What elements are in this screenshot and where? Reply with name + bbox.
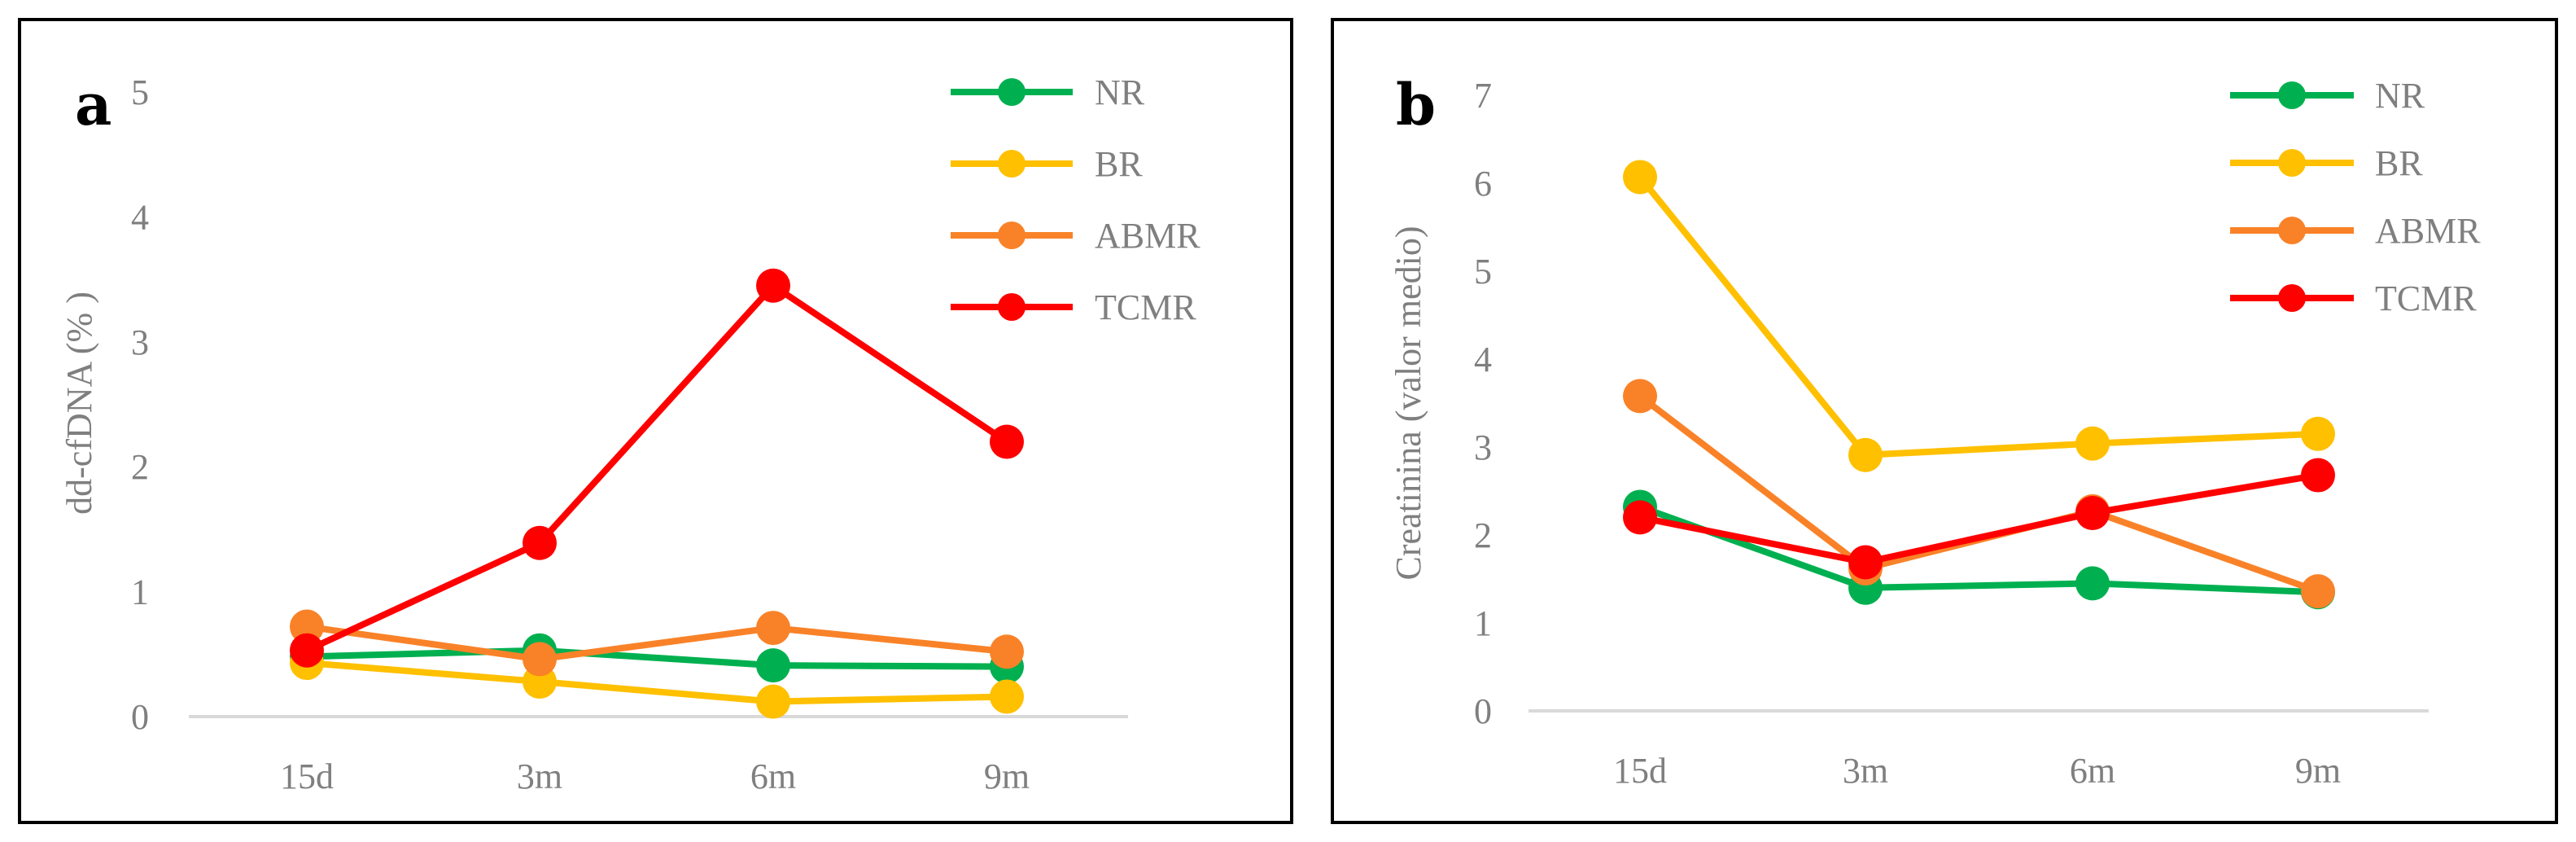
- panel-b-legend-swatch-marker-abmr: [2278, 217, 2306, 244]
- panel-b-y-axis-title: Creatinina (valor medio): [1389, 226, 1428, 581]
- panel-b-point-abmr: [1623, 379, 1657, 414]
- panel-a-legend-label-br: BR: [1095, 144, 1143, 184]
- panel-a-point-br: [756, 684, 790, 719]
- panel-a-point-abmr: [756, 611, 790, 646]
- panel-b-x-tick-label: 15d: [1613, 751, 1667, 791]
- panel-a-y-tick-label: 4: [131, 197, 149, 237]
- panel-a-series-line-abmr: [304, 623, 1010, 663]
- panel-a-point-abmr: [523, 642, 557, 677]
- panel-a: a 0 1 2 3 4 5 15d 3m 6m 9m dd-cfDNA (% ) NR BR ABMR TC…: [18, 18, 1293, 824]
- panel-a-legend-swatch-marker-nr: [998, 78, 1026, 106]
- panel-a-point-tcmr: [290, 633, 324, 668]
- panel-a-point-tcmr: [523, 525, 557, 560]
- panel-a-legend-label-tcmr: TCMR: [1095, 287, 1196, 327]
- panel-b-point-nr: [2075, 566, 2110, 601]
- panel-a-legend-swatch-marker-br: [998, 150, 1026, 178]
- panel-b-y-tick-label: 0: [1474, 691, 1492, 731]
- panel-b-y-tick-label: 5: [1474, 252, 1492, 292]
- panel-b-point-br: [1848, 437, 1883, 472]
- panel-a-y-axis-title: dd-cfDNA (% ): [59, 292, 99, 515]
- panel-b-x-tick-label: 6m: [2070, 751, 2115, 791]
- panel-b-series-line-nr: [1637, 503, 2321, 596]
- panel-a-x-tick-label: 15d: [280, 756, 334, 796]
- panel-b-series-line-br: [1637, 173, 2321, 458]
- panel-b-x-tick-label: 3m: [1843, 751, 1888, 791]
- panel-a-y-tick-label: 2: [131, 447, 149, 487]
- panel-b-letter: b: [1396, 71, 1436, 138]
- panel-b-point-tcmr: [2075, 496, 2110, 530]
- panel-a-point-tcmr: [990, 424, 1024, 459]
- panel-a-y-tick-label: 0: [131, 697, 149, 737]
- panel-a-x-tick-label: 9m: [984, 756, 1030, 796]
- panel-b-legend-label-nr: NR: [2375, 76, 2425, 116]
- panel-a-series-line-tcmr: [304, 282, 1010, 654]
- panel-b-frame: [1331, 18, 2558, 824]
- panel-a-legend-label-abmr: ABMR: [1095, 216, 1201, 256]
- panel-b-point-abmr: [2301, 574, 2335, 609]
- panel-a-marks: 0 1 2 3 4 5 15d 3m 6m 9m dd-cfDNA (% ) NR BR ABMR TCMR: [59, 72, 1201, 796]
- panel-a-y-tick-label: 5: [131, 72, 149, 112]
- panel-a-point-br: [990, 679, 1024, 714]
- panel-b: b 0 1 2 3 4 5 6 7 15d 3m 6m 9m Creatinina (valor med…: [1331, 18, 2558, 824]
- panel-b-y-tick-label: 4: [1474, 340, 1492, 379]
- panel-a-point-tcmr: [756, 268, 790, 303]
- panel-b-y-tick-label: 6: [1474, 164, 1492, 204]
- panel-b-legend-label-br: BR: [2375, 143, 2423, 183]
- panel-b-y-tick-label: 1: [1474, 603, 1492, 643]
- panel-b-point-br: [2075, 426, 2110, 461]
- panel-b-point-br: [1623, 160, 1657, 195]
- panel-b-y-tick-label: 2: [1474, 515, 1492, 555]
- panel-b-legend-swatch-marker-nr: [2278, 81, 2306, 109]
- panel-b-legend-label-abmr: ABMR: [2375, 211, 2481, 251]
- panel-b-legend-label-tcmr: TCMR: [2375, 278, 2477, 318]
- panel-a-x-tick-label: 6m: [750, 756, 796, 796]
- panel-b-y-tick-label: 7: [1474, 76, 1492, 116]
- panel-a-legend-swatch-marker-abmr: [998, 221, 1026, 249]
- panel-a-legend-label-nr: NR: [1095, 72, 1145, 112]
- panel-b-legend-swatch-marker-br: [2278, 149, 2306, 177]
- panel-b-point-tcmr: [2301, 458, 2335, 493]
- panel-a-y-tick-label: 1: [131, 572, 149, 612]
- panel-b-y-tick-label: 3: [1474, 428, 1492, 467]
- panel-b-point-tcmr: [1623, 500, 1657, 535]
- panel-a-legend-swatch-marker-tcmr: [998, 293, 1026, 321]
- panel-b-marks: 0 1 2 3 4 5 6 7 15d 3m 6m 9m Creatinina (valor medio…: [1389, 76, 2481, 791]
- panel-b-point-br: [2301, 416, 2335, 451]
- panel-a-frame: [18, 18, 1293, 824]
- panel-a-letter: a: [75, 71, 112, 138]
- panel-a-point-nr: [756, 648, 790, 683]
- panel-b-series-line-tcmr: [1637, 471, 2321, 566]
- panel-b-point-tcmr: [1848, 545, 1883, 580]
- panel-a-series-line-nr: [304, 647, 1010, 670]
- panel-a-x-tick-label: 3m: [517, 756, 562, 796]
- panel-b-legend-swatch-marker-tcmr: [2278, 284, 2306, 312]
- panel-a-point-abmr: [290, 609, 324, 644]
- panel-a-point-abmr: [990, 634, 1024, 669]
- panel-b-x-tick-label: 9m: [2295, 751, 2341, 791]
- panel-a-series-line-br: [304, 660, 1010, 705]
- panel-a-y-tick-label: 3: [131, 322, 149, 362]
